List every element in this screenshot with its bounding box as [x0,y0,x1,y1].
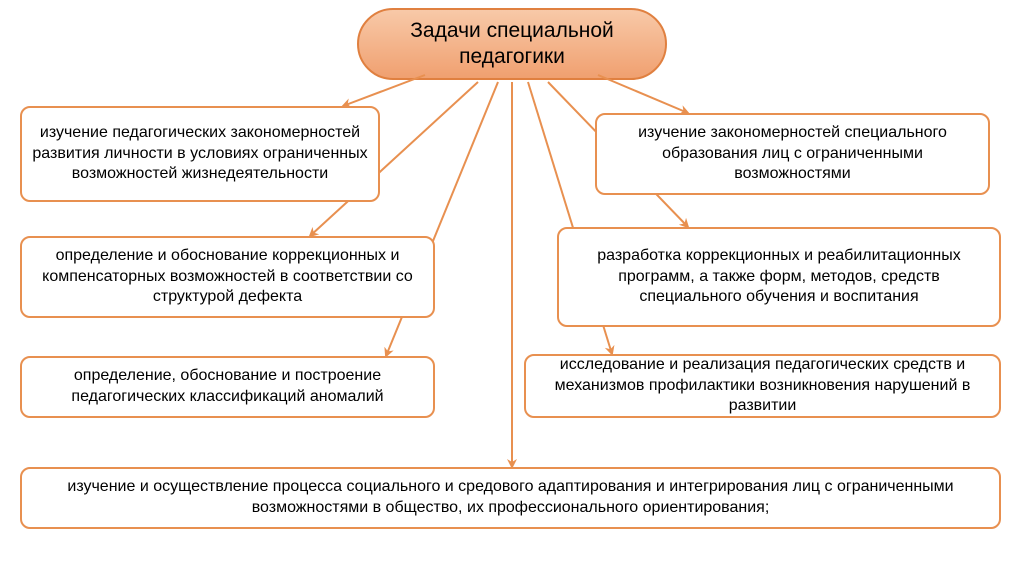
task-text: изучение и осуществление процесса социал… [32,477,989,519]
task-text: разработка коррекционных и реабилитацион… [569,246,989,308]
arrow-1 [598,75,688,113]
task-text: исследование и реализация педагогических… [536,355,989,417]
task-box-r3: исследование и реализация педагогических… [524,354,1001,418]
root-node: Задачи специальной педагогики [357,8,667,80]
task-box-l2: определение и обоснование коррекционных … [20,236,435,318]
root-label: Задачи специальной педагогики [359,18,665,71]
task-text: определение, обоснование и построение пе… [32,366,423,408]
task-box-r2: разработка коррекционных и реабилитацион… [557,227,1001,327]
task-box-l1: изучение педагогических закономерностей … [20,106,380,202]
task-box-r1: изучение закономерностей специального об… [595,113,990,195]
task-box-b1: изучение и осуществление процесса социал… [20,467,1001,529]
task-box-l3: определение, обоснование и построение пе… [20,356,435,418]
task-text: изучение закономерностей специального об… [607,123,978,185]
task-text: определение и обоснование коррекционных … [32,246,423,308]
task-text: изучение педагогических закономерностей … [32,123,368,185]
